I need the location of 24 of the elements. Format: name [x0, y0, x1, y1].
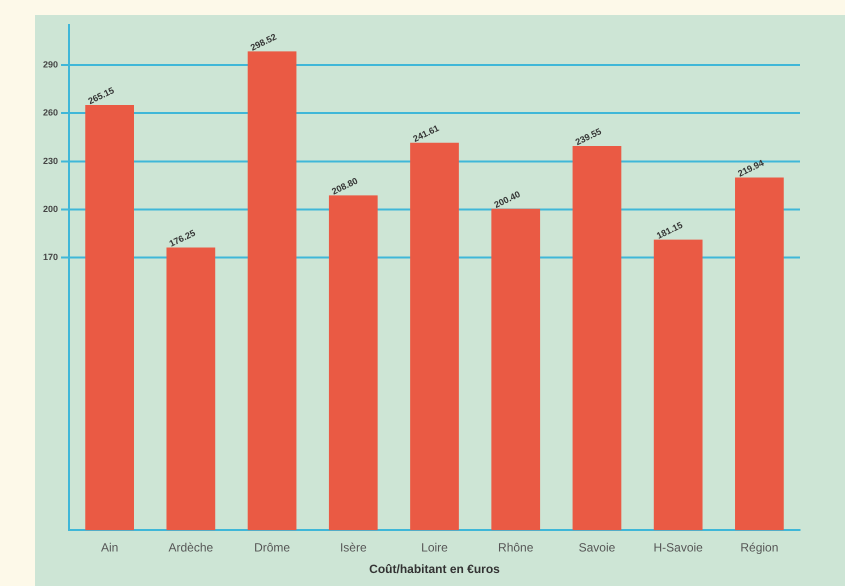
x-tick-label: Drôme	[254, 540, 290, 555]
x-tick-label: Rhône	[498, 540, 534, 555]
bar	[410, 142, 459, 530]
bar	[85, 104, 134, 530]
y-tick-label: 170	[42, 252, 58, 262]
y-tick-label: 290	[42, 60, 58, 70]
x-axis-title: Coût/habitant en €uros	[369, 562, 500, 576]
bar	[166, 248, 216, 530]
x-tick-label: Ain	[100, 540, 118, 555]
x-tick-label: H-Savoie	[653, 540, 704, 555]
bar	[572, 146, 622, 530]
y-tick-label: 200	[42, 204, 58, 214]
bar	[328, 195, 378, 530]
bar	[248, 51, 296, 530]
x-tick-label: Isère	[340, 540, 367, 555]
bar	[735, 177, 784, 530]
x-tick-label: Région	[740, 540, 778, 555]
y-tick-label: 230	[42, 156, 58, 166]
x-tick-label: Ardèche	[168, 540, 214, 555]
bar	[491, 208, 540, 530]
x-tick-label: Savoie	[578, 540, 616, 555]
y-tick-label: 260	[42, 108, 58, 118]
x-tick-label: Loire	[421, 540, 448, 555]
bar	[654, 240, 703, 530]
